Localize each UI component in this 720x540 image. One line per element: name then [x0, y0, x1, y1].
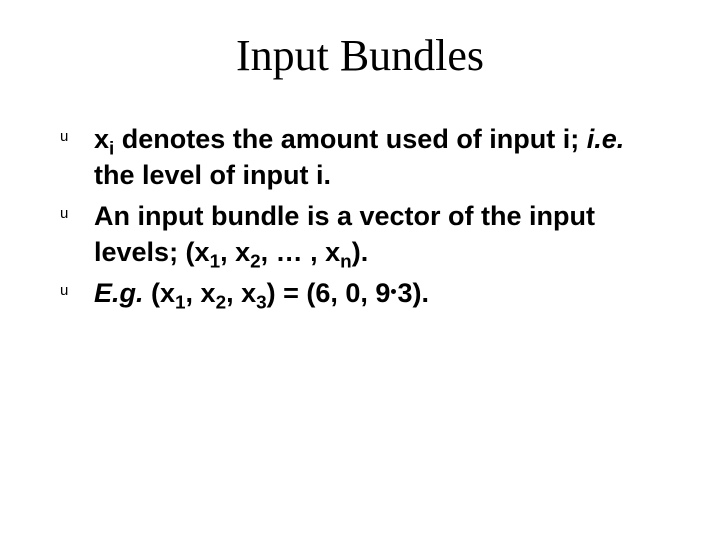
bullet-marker: u: [60, 281, 68, 301]
list-item: u An input bundle is a vector of the inp…: [60, 198, 660, 271]
slide: Input Bundles u xi denotes the amount us…: [0, 0, 720, 540]
subscript: 2: [216, 292, 227, 313]
bullet-list: u xi denotes the amount used of input i;…: [40, 121, 680, 311]
list-item: u E.g. (x1, x2, x3) = (6, 0, 93).: [60, 275, 660, 311]
bullet-marker: u: [60, 127, 68, 147]
text: , x: [220, 237, 250, 267]
middle-dot-icon: [391, 289, 396, 294]
subscript: 1: [175, 292, 186, 313]
text: , … , x: [261, 237, 341, 267]
text: the level of input i.: [94, 160, 331, 190]
text: 3).: [397, 278, 429, 308]
subscript: 1: [210, 252, 221, 273]
text: (x: [144, 278, 176, 308]
text: denotes the amount used of input i;: [114, 124, 587, 154]
list-item: u xi denotes the amount used of input i;…: [60, 121, 660, 194]
variable: x: [94, 124, 109, 154]
text: , x: [226, 278, 256, 308]
subscript: 3: [256, 292, 267, 313]
text: , x: [186, 278, 216, 308]
slide-title: Input Bundles: [40, 30, 680, 81]
subscript: 2: [250, 252, 261, 273]
subscript: n: [340, 252, 352, 273]
text: ) = (6, 0, 9: [267, 278, 391, 308]
bullet-marker: u: [60, 204, 68, 224]
emphasis: i.e.: [587, 124, 625, 154]
text: ).: [352, 237, 369, 267]
emphasis: E.g.: [94, 278, 144, 308]
